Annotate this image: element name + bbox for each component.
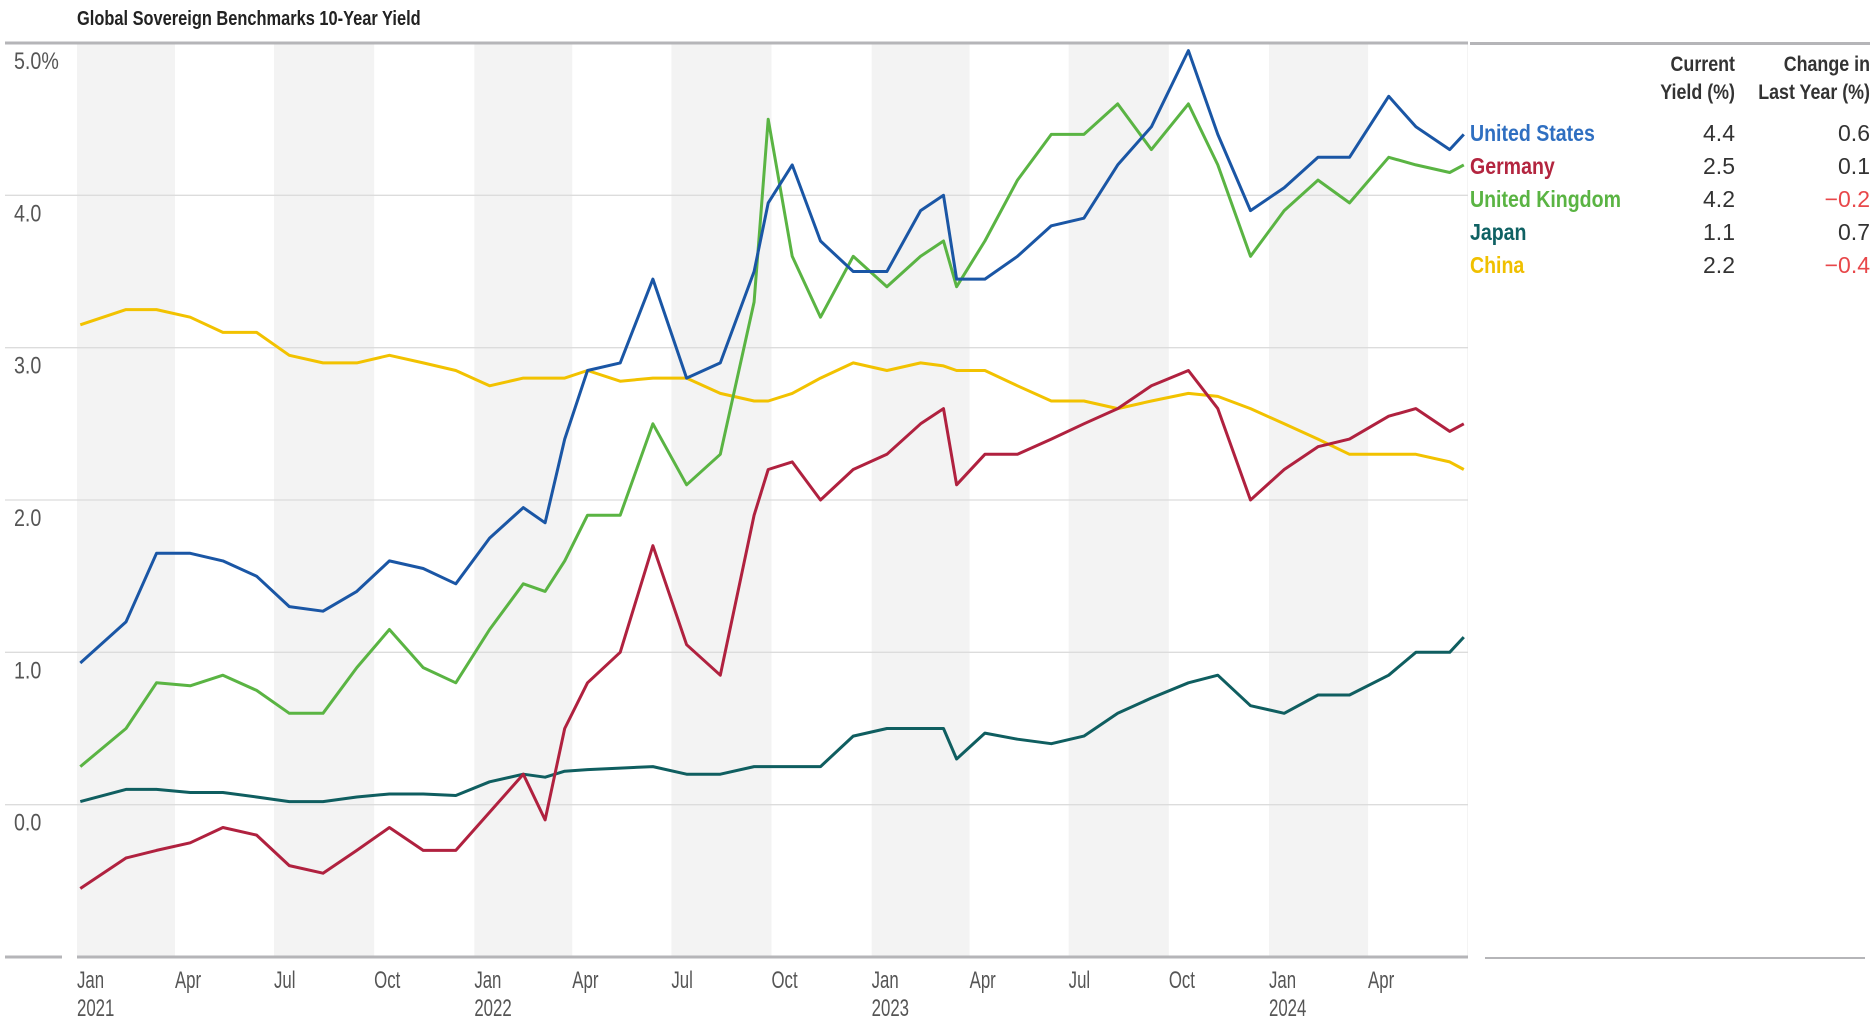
series-line-china [79,308,1465,471]
change-last-year: 0.7 [1838,219,1870,245]
series-name: China [1470,252,1525,278]
series-name: United States [1470,120,1595,146]
change-last-year: −0.4 [1824,252,1870,278]
x-tick-label: Oct [374,967,400,994]
x-tick-label: Jul [671,967,692,994]
y-tick-label: 4.0 [14,199,41,226]
series-name: United Kingdom [1470,186,1621,212]
x-tick-label: Jul [274,967,295,994]
x-tick-label: Jan [77,967,104,994]
header-yield-line1: Current [1670,53,1735,76]
y-tick-label: 3.0 [14,352,41,379]
legend-row: Japan 1.1 0.7 [1470,216,1870,249]
x-tick-label: Apr [970,967,996,994]
x-tick-year: 2024 [1269,995,1306,1022]
change-last-year: −0.2 [1824,186,1870,212]
legend-row: United States 4.4 0.6 [1470,117,1870,150]
x-tick-label: Oct [772,967,798,994]
header-current-yield: Current Yield (%) [1635,51,1735,117]
legend-header: Current Yield (%) Change in Last Year (%… [1470,45,1870,117]
y-tick-label: 5.0% [14,47,59,74]
x-tick-year: 2022 [474,995,511,1022]
change-last-year: 0.6 [1838,120,1870,146]
header-yield-line2: Yield (%) [1660,81,1735,104]
current-yield: 4.4 [1703,120,1735,146]
series-line-japan [79,636,1465,804]
y-tick-label: 2.0 [14,504,41,531]
x-tick-label: Apr [572,967,598,994]
x-tick-year: 2023 [872,995,909,1022]
x-tick-label: Apr [175,967,201,994]
series-lines [79,49,1465,890]
legend-row: United Kingdom 4.2 −0.2 [1470,183,1870,216]
series-name: Germany [1470,153,1555,179]
x-tick-label: Jan [474,967,501,994]
y-tick-label: 1.0 [14,656,41,683]
legend-divider [1485,957,1865,959]
x-tick-year: 2021 [77,995,114,1022]
current-yield: 4.2 [1703,186,1735,212]
y-tick-label: 0.0 [14,809,41,836]
x-tick-label: Jul [1069,967,1090,994]
header-change-line2: Last Year (%) [1758,81,1870,104]
gridlines [5,41,1468,959]
legend-table: Current Yield (%) Change in Last Year (%… [1470,42,1870,282]
y-axis: 0.0 1.0 2.0 3.0 4.0 5.0% [14,47,59,836]
series-line-germany [79,369,1465,890]
header-change-line1: Change in [1783,53,1870,76]
series-line-united-states [79,49,1465,665]
x-tick-label: Oct [1169,967,1195,994]
chart-title: Global Sovereign Benchmarks 10-Year Yiel… [77,8,421,30]
current-yield: 2.2 [1703,252,1735,278]
x-tick-label: Apr [1368,967,1394,994]
current-yield: 2.5 [1703,153,1735,179]
change-last-year: 0.1 [1838,153,1870,179]
x-tick-label: Jan [1269,967,1296,994]
legend-row: China 2.2 −0.4 [1470,249,1870,282]
header-change: Change in Last Year (%) [1735,51,1870,117]
series-line-united-kingdom [79,102,1465,768]
legend-row: Germany 2.5 0.1 [1470,150,1870,183]
current-yield: 1.1 [1703,219,1735,245]
series-name: Japan [1470,219,1527,245]
x-tick-label: Jan [872,967,899,994]
